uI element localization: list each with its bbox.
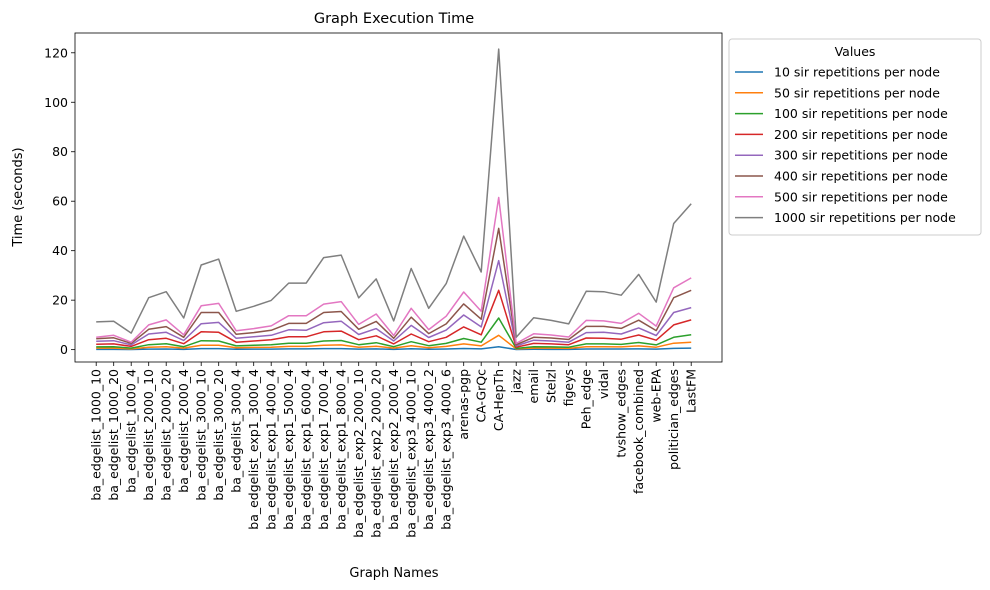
x-tick-label: facebook_combined xyxy=(631,369,646,494)
x-axis-ticks: ba_edgelist_1000_10 ba_edgelist_1000_20 ba… xyxy=(89,362,699,538)
x-tick-label: ba_edgelist_exp1_7000_4 xyxy=(316,369,331,530)
x-tick-label: ba_edgelist_exp3_4000_2 xyxy=(421,369,436,530)
x-tick-label: ba_edgelist_exp2_2000_20 xyxy=(369,369,384,538)
chart-title: Graph Execution Time xyxy=(314,11,474,27)
x-tick-label: ba_edgelist_2000_4 xyxy=(176,369,191,493)
x-tick-label: ba_edgelist_3000_10 xyxy=(194,369,209,501)
legend-label: 100 sir repetitions per node xyxy=(774,106,948,121)
x-tick-label: ba_edgelist_exp2_2000_10 xyxy=(351,369,366,538)
x-tick-label: ba_edgelist_3000_20 xyxy=(211,369,226,501)
x-tick-label: email xyxy=(526,369,541,403)
x-tick-label: CA-GrQc xyxy=(474,369,489,423)
x-tick-label: ba_edgelist_1000_10 xyxy=(89,369,104,501)
x-tick-label: jazz xyxy=(509,369,524,395)
legend-label: 50 sir repetitions per node xyxy=(774,85,940,100)
x-tick-label: ba_edgelist_3000_4 xyxy=(229,369,244,493)
legend-label: 300 sir repetitions per node xyxy=(774,148,948,163)
series-line-4 xyxy=(96,289,692,348)
x-tick-label: ba_edgelist_exp1_6000_4 xyxy=(299,369,314,530)
legend-label: 200 sir repetitions per node xyxy=(774,127,948,142)
y-tick-label: 0 xyxy=(60,342,68,357)
x-tick-label: tvshow_edges xyxy=(614,369,629,458)
x-tick-label: web-EPA xyxy=(649,369,664,423)
y-tick-label: 60 xyxy=(52,194,68,209)
series-line-5 xyxy=(96,259,692,347)
series-line-3 xyxy=(96,317,692,350)
legend-items: 10 sir repetitions per node 50 sir repeti… xyxy=(735,65,956,225)
x-tick-label: vidal xyxy=(596,369,611,399)
x-tick-label: ba_edgelist_exp2_2000_4 xyxy=(386,369,401,530)
series-line-7 xyxy=(96,196,692,345)
x-tick-label: arenas-pgp xyxy=(456,369,471,440)
x-tick-label: ba_edgelist_exp1_4000_4 xyxy=(264,369,279,530)
series-line-2 xyxy=(96,334,692,350)
legend-label: 400 sir repetitions per node xyxy=(774,169,948,184)
x-tick-label: ba_edgelist_exp3_4000_6 xyxy=(439,369,454,530)
y-tick-label: 80 xyxy=(52,144,68,159)
x-tick-label: ba_edgelist_2000_20 xyxy=(159,369,174,501)
legend-label: 1000 sir repetitions per node xyxy=(774,210,956,225)
x-tick-label: LastFM xyxy=(684,369,699,413)
x-tick-label: ba_edgelist_exp1_8000_4 xyxy=(334,369,349,530)
x-tick-label: ba_edgelist_2000_10 xyxy=(141,369,156,501)
x-tick-label: ba_edgelist_1000_20 xyxy=(106,369,121,501)
x-tick-label: ba_edgelist_exp3_4000_10 xyxy=(404,369,419,538)
y-axis-ticks: 0 20 40 60 80 100 120 xyxy=(44,45,75,357)
legend-label: 10 sir repetitions per node xyxy=(774,65,940,80)
x-tick-label: Peh_edge xyxy=(579,369,594,430)
series-line-6 xyxy=(96,227,692,346)
series-line-1 xyxy=(96,345,692,351)
y-tick-label: 100 xyxy=(44,95,68,110)
series-layer xyxy=(96,48,692,351)
y-tick-label: 40 xyxy=(52,243,68,258)
series-line-8 xyxy=(96,48,692,339)
x-tick-label: ba_edgelist_1000_4 xyxy=(124,369,139,493)
y-tick-label: 20 xyxy=(52,293,68,308)
y-tick-label: 120 xyxy=(44,45,68,60)
x-tick-label: Stelzl xyxy=(544,369,559,403)
y-axis-label: Time (seconds) xyxy=(11,147,26,247)
x-axis-label: Graph Names xyxy=(349,566,438,581)
legend-label: 500 sir repetitions per node xyxy=(774,189,948,204)
x-tick-label: ba_edgelist_exp1_3000_4 xyxy=(246,369,261,530)
legend-frame xyxy=(728,38,982,236)
x-tick-label: CA-HepTh xyxy=(491,369,506,431)
legend: Values 10 sir repetitions per node 50 sir… xyxy=(728,38,982,236)
x-tick-label: figeys xyxy=(561,369,576,406)
plot-frame xyxy=(74,32,723,363)
x-tick-label: ba_edgelist_exp1_5000_4 xyxy=(281,369,296,530)
legend-title: Values xyxy=(835,44,876,59)
x-tick-label: politician_edges xyxy=(666,369,681,470)
